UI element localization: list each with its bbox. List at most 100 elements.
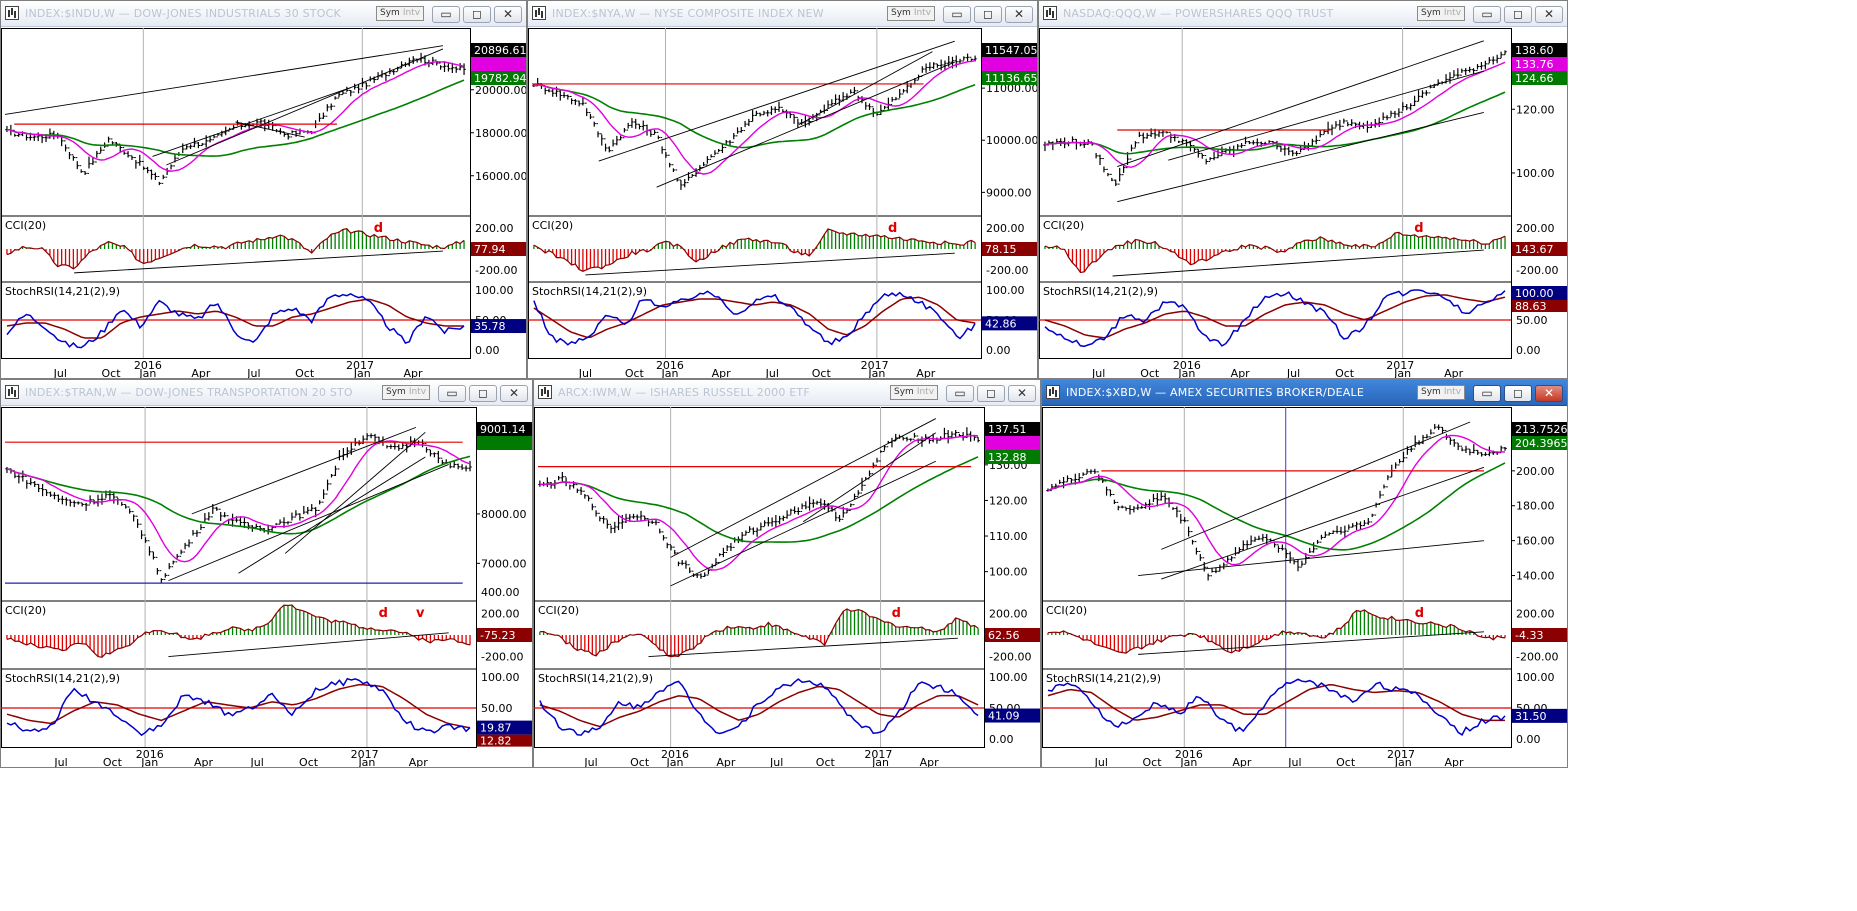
maximize-button[interactable]: ◻ (469, 385, 497, 402)
intv-label[interactable]: Intv (1443, 387, 1462, 397)
intv-label[interactable]: Intv (402, 8, 421, 18)
sym-intv-control[interactable]: Sym Intv (890, 385, 939, 400)
intv-label[interactable]: Intv (916, 387, 935, 397)
sym-label[interactable]: Sym (1421, 8, 1441, 18)
window-titlebar[interactable]: INDEX:$INDU,W — DOW-JONES INDUSTRIALS 30… (1, 1, 526, 27)
minimize-button[interactable]: ▭ (438, 385, 466, 402)
sym-label[interactable]: Sym (380, 8, 400, 18)
close-button[interactable]: ✕ (1008, 385, 1036, 402)
price-bar (254, 523, 259, 528)
intv-label[interactable]: Intv (1443, 8, 1462, 18)
close-button[interactable]: ✕ (500, 385, 528, 402)
sym-intv-control[interactable]: Sym Intv (1417, 385, 1466, 400)
price-bar (365, 433, 369, 441)
cci-trendline[interactable] (1138, 631, 1484, 655)
price-bar (1216, 149, 1220, 159)
chart-canvas[interactable]: 8000.00 7000.00 9001.14 CCI(20) 400.00 200.00… (1, 380, 533, 768)
chart-window-xbd[interactable]: INDEX:$XBD,W — AMEX SECURITIES BROKER/DE… (1041, 379, 1568, 768)
plot-frame (528, 28, 982, 359)
chart-window-nya[interactable]: INDEX:$NYA,W — NYSE COMPOSITE INDEX NEW S… (527, 0, 1038, 379)
intv-label[interactable]: Intv (408, 387, 427, 397)
trend-channel-line[interactable] (191, 426, 417, 515)
chart-window-qqq[interactable]: NASDAQ:QQQ,W — POWERSHARES QQQ TRUST Sym I… (1038, 0, 1568, 379)
price-bar (420, 439, 425, 448)
trend-channel-line[interactable] (152, 87, 351, 157)
trend-channel-line[interactable] (798, 51, 933, 126)
price-bar (175, 553, 179, 563)
trend-channel-line[interactable] (1138, 540, 1484, 576)
trend-channel-line[interactable] (1161, 466, 1485, 580)
close-button[interactable]: ✕ (494, 6, 522, 23)
trend-channel-line[interactable] (168, 464, 449, 582)
window-titlebar[interactable]: ARCX:IWM,W — ISHARES RUSSELL 2000 ETF Sym… (534, 380, 1040, 406)
chart-canvas[interactable]: 140.00130.00120.00110.00100.00137.51132.… (534, 380, 1041, 768)
sym-intv-control[interactable]: Sym Intv (1417, 6, 1466, 21)
sym-intv-control[interactable]: Sym Intv (376, 6, 425, 21)
cci-trendline[interactable] (585, 252, 955, 276)
close-button[interactable]: ✕ (1535, 385, 1563, 402)
trend-channel-line[interactable] (1117, 40, 1484, 168)
price-bar (654, 519, 658, 526)
close-button[interactable]: ✕ (1005, 6, 1033, 23)
maximize-button[interactable]: ◻ (977, 385, 1005, 402)
minimize-button[interactable]: ▭ (1473, 385, 1501, 402)
price-bar (145, 166, 150, 174)
stoch-label: StochRSI(14,21(2),9) (532, 285, 647, 298)
trend-channel-line[interactable] (598, 40, 955, 162)
trend-channel-line[interactable] (284, 431, 426, 554)
price-bar (450, 62, 455, 74)
trend-channel-line[interactable] (670, 460, 936, 587)
maximize-button[interactable]: ◻ (1504, 385, 1532, 402)
trend-channel-line[interactable] (238, 456, 426, 574)
trend-channel-line[interactable] (4, 45, 444, 115)
cci-trendline[interactable] (1112, 249, 1484, 277)
trend-channel-line[interactable] (802, 432, 937, 523)
chart-canvas[interactable]: 11000.00 10000.00 9000.00 11547.053 11136.65… (528, 1, 1038, 379)
maximize-button[interactable]: ◻ (463, 6, 491, 23)
moving-average-short (533, 60, 976, 175)
price-bar (879, 104, 883, 116)
price-bar (588, 112, 593, 120)
price-bar (616, 515, 621, 531)
chart-canvas[interactable]: 220.00200.00180.00160.00140.00213.752620… (1042, 380, 1568, 768)
cci-label: CCI(20) (538, 604, 579, 617)
trend-channel-line[interactable] (656, 61, 955, 188)
trend-channel-line[interactable] (1168, 70, 1484, 161)
trend-channel-line[interactable] (1117, 112, 1484, 203)
minimize-button[interactable]: ▭ (946, 385, 974, 402)
trend-channel-line[interactable] (235, 121, 305, 138)
trend-channel-line[interactable] (1161, 421, 1471, 550)
chart-window-iwm[interactable]: ARCX:IWM,W — ISHARES RUSSELL 2000 ETF Sym… (533, 379, 1041, 768)
price-bar (106, 136, 111, 147)
sym-label[interactable]: Sym (386, 387, 406, 397)
sym-intv-control[interactable]: Sym Intv (887, 6, 936, 21)
price-bar (1222, 562, 1226, 570)
sym-label[interactable]: Sym (891, 8, 911, 18)
window-titlebar[interactable]: INDEX:$NYA,W — NYSE COMPOSITE INDEX NEW S… (528, 1, 1037, 27)
minimize-button[interactable]: ▭ (1473, 6, 1501, 23)
sym-intv-control[interactable]: Sym Intv (382, 385, 431, 400)
cci-value-tag (471, 242, 526, 256)
chart-canvas[interactable]: 20000.00 18000.00 16000.00 20896.61 19782.94… (1, 1, 527, 379)
divergence-annotation: d (888, 221, 897, 236)
price-bar (1257, 535, 1261, 541)
trend-channel-line[interactable] (166, 48, 444, 166)
cci-trendline[interactable] (168, 632, 449, 657)
window-titlebar[interactable]: NASDAQ:QQQ,W — POWERSHARES QQQ TRUST Sym I… (1039, 1, 1567, 27)
minimize-button[interactable]: ▭ (943, 6, 971, 23)
sym-label[interactable]: Sym (894, 387, 914, 397)
close-button[interactable]: ✕ (1535, 6, 1563, 23)
cci-trendline[interactable] (648, 637, 958, 657)
chart-window-indu[interactable]: INDEX:$INDU,W — DOW-JONES INDUSTRIALS 30… (0, 0, 527, 379)
maximize-button[interactable]: ◻ (974, 6, 1002, 23)
chart-window-tran[interactable]: INDEX:$TRAN,W — DOW-JONES TRANSPORTATION… (0, 379, 533, 768)
window-titlebar[interactable]: INDEX:$XBD,W — AMEX SECURITIES BROKER/DE… (1042, 380, 1567, 406)
window-titlebar[interactable]: INDEX:$TRAN,W — DOW-JONES TRANSPORTATION… (1, 380, 532, 406)
trend-channel-line[interactable] (670, 418, 937, 558)
cci-trendline[interactable] (74, 250, 443, 274)
maximize-button[interactable]: ◻ (1504, 6, 1532, 23)
minimize-button[interactable]: ▭ (432, 6, 460, 23)
intv-label[interactable]: Intv (913, 8, 932, 18)
sym-label[interactable]: Sym (1421, 387, 1441, 397)
